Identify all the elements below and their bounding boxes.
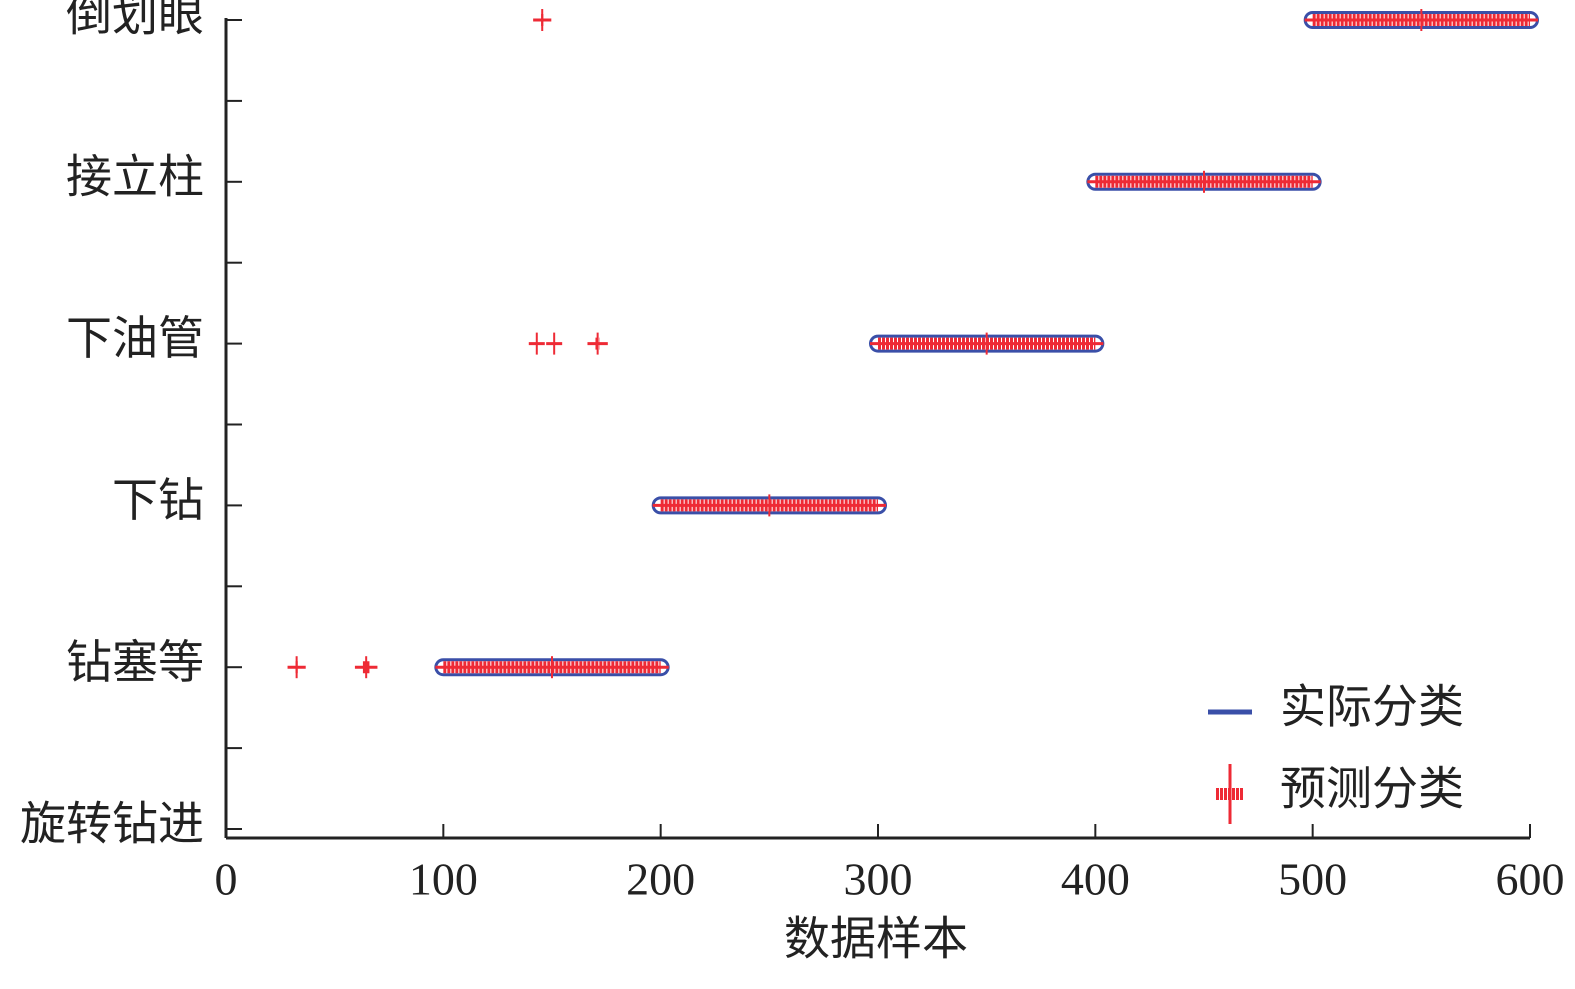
legend-label: 预测分类 bbox=[1280, 764, 1464, 815]
x-tick-label: 300 bbox=[844, 854, 913, 905]
predicted-run bbox=[287, 656, 306, 679]
y-tick-label: 下油管 bbox=[66, 313, 204, 364]
legend-label: 实际分类 bbox=[1280, 682, 1464, 733]
predicted-run bbox=[1304, 9, 1538, 31]
predicted-run bbox=[533, 9, 552, 31]
y-tick-label: 倒划眼 bbox=[66, 0, 204, 41]
predicted-run bbox=[1087, 170, 1321, 193]
y-tick-label: 钻塞等 bbox=[66, 637, 204, 688]
x-tick-label: 200 bbox=[626, 854, 695, 905]
predicted-run bbox=[587, 332, 608, 355]
y-tick-label: 下钻 bbox=[112, 475, 204, 526]
x-tick-label: 0 bbox=[215, 854, 238, 905]
x-tick-label: 100 bbox=[409, 854, 478, 905]
x-axis-label: 数据样本 bbox=[784, 914, 968, 965]
x-tick-label: 400 bbox=[1061, 854, 1130, 905]
predicted-run bbox=[528, 332, 545, 355]
x-tick-label: 500 bbox=[1278, 854, 1347, 905]
predicted-run bbox=[870, 332, 1104, 355]
predicted-run bbox=[354, 656, 378, 679]
predicted-run bbox=[652, 494, 886, 517]
predicted-run bbox=[435, 656, 669, 679]
x-tick-label: 600 bbox=[1496, 854, 1565, 905]
y-tick-label: 接立柱 bbox=[66, 151, 204, 202]
y-tick-label: 旋转钻进 bbox=[20, 799, 204, 850]
predicted-run bbox=[546, 332, 563, 355]
